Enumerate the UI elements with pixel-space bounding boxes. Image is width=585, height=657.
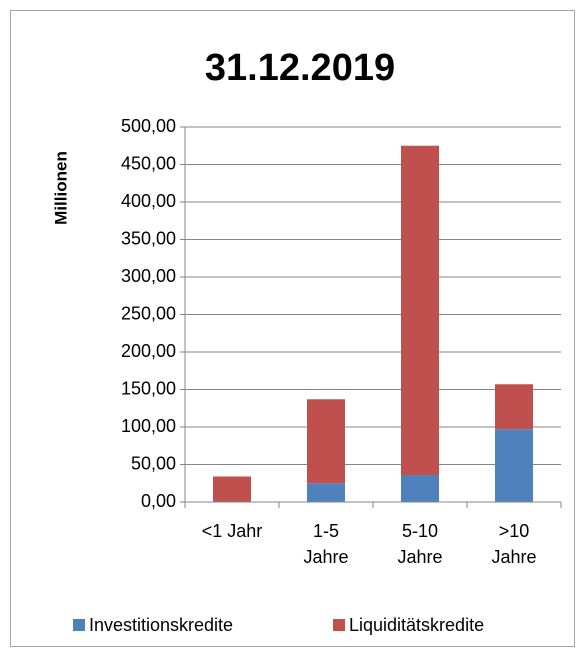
y-tick-label: 250,00	[121, 303, 176, 323]
legend-swatch	[333, 619, 345, 631]
x-tick-label: >10 Jahre	[491, 521, 537, 567]
y-tick-label: 100,00	[121, 416, 176, 436]
chart-border	[10, 10, 575, 647]
x-tick-label: 1-5 Jahre	[303, 521, 349, 567]
legend-swatch	[73, 619, 85, 631]
bar-segment	[495, 429, 533, 502]
y-tick-label: 0,00	[141, 491, 176, 511]
y-tick-label: 400,00	[121, 191, 176, 211]
y-axis-title: Millionen	[51, 151, 70, 225]
y-tick-label: 350,00	[121, 228, 176, 248]
bar-segment	[213, 476, 251, 502]
x-tick-label: <1 Jahr	[201, 521, 263, 541]
y-tick-label: 150,00	[121, 378, 176, 398]
y-tick-label: 300,00	[121, 266, 176, 286]
y-tick-label: 450,00	[121, 153, 176, 173]
y-tick-label: 50,00	[131, 453, 176, 473]
chart-title: 31.12.2019	[205, 47, 395, 89]
bar-segment	[307, 483, 345, 502]
y-tick-label: 500,00	[121, 116, 176, 136]
y-tick-label: 200,00	[121, 341, 176, 361]
bar-segment	[401, 145, 439, 475]
bar-segment	[495, 384, 533, 430]
bar-segment	[307, 399, 345, 484]
legend-label: Liquiditätskredite	[349, 615, 484, 635]
x-tick-label: 5-10 Jahre	[397, 521, 443, 567]
bar-segment	[401, 475, 439, 502]
legend-label: Investitionskredite	[89, 615, 233, 635]
